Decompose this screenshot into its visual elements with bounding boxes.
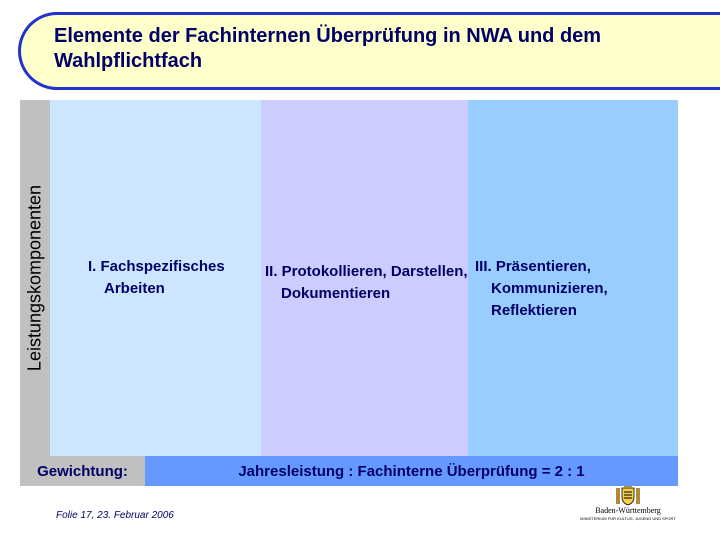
column-3-text: III. Präsentieren, Kommunizieren, Reflek… [475, 258, 608, 319]
side-label-cell: Leistungskomponenten [20, 100, 50, 456]
logo-subtitle: MINISTERIUM FÜR KULTUS, JUGEND UND SPORT [580, 516, 676, 521]
logo: Baden-Württemberg MINISTERIUM FÜR KULTUS… [580, 486, 676, 530]
weighting-value-cell: Jahresleistung : Fachinterne Überprüfung… [145, 456, 678, 486]
column-praesentieren: III. Präsentieren, Kommunizieren, Reflek… [468, 100, 678, 456]
weighting-label: Gewichtung: [37, 462, 128, 480]
title-band [18, 12, 720, 90]
column-fachspezifisches-arbeiten: I. Fachspezifisches Arbeiten [50, 100, 261, 456]
logo-name: Baden-Württemberg [595, 506, 661, 515]
column-1-text: I. Fachspezifisches Arbeiten [88, 258, 225, 297]
component-table: Leistungskomponenten I. Fachspezifisches… [20, 100, 678, 486]
slide-footer: Folie 17, 23. Februar 2006 [56, 510, 174, 521]
column-2-text: II. Protokollieren, Darstellen, Dokument… [265, 263, 468, 302]
column-protokollieren: II. Protokollieren, Darstellen, Dokument… [261, 100, 468, 456]
side-label: Leistungskomponenten [24, 184, 45, 372]
weighting-value: Jahresleistung : Fachinterne Überprüfung… [238, 462, 585, 480]
page-title: Elemente der Fachinternen Überprüfung in… [54, 25, 602, 72]
weighting-label-cell: Gewichtung: [20, 456, 145, 486]
coat-of-arms-icon [616, 486, 640, 506]
